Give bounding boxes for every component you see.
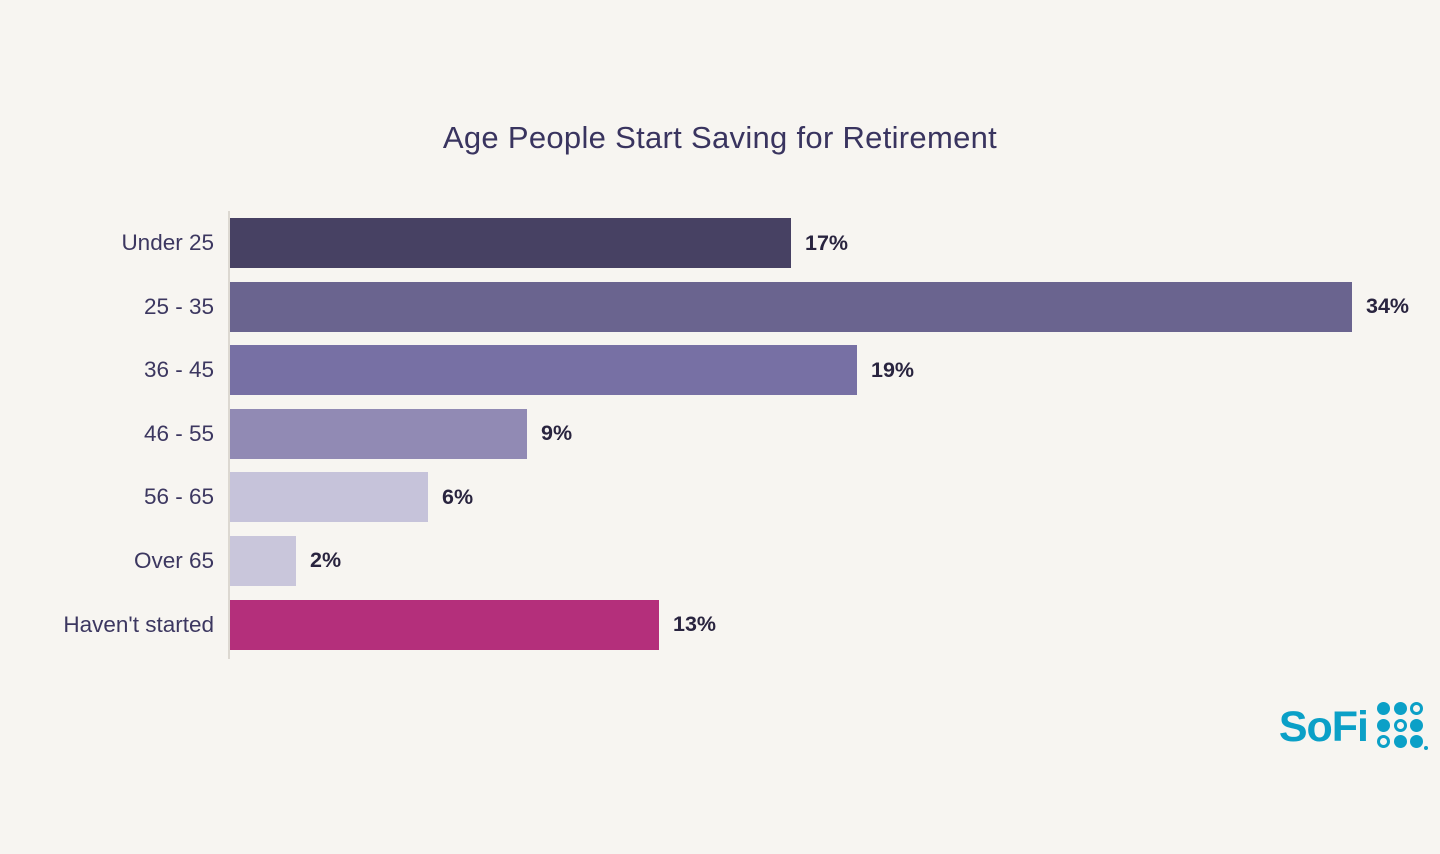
category-label: 46 - 55: [143, 420, 214, 446]
value-label: 34%: [1366, 294, 1410, 319]
chart-row: Over 65 2%: [0, 535, 1440, 586]
category-label: 25 - 35: [143, 293, 214, 319]
value-label: 2%: [310, 548, 342, 573]
sofi-grid-dot-filled: [1377, 702, 1390, 715]
sofi-grid-dot-outline: [1410, 702, 1423, 715]
y-axis-line: [228, 211, 230, 659]
bar-chart: Under 25 17% 25 - 35 34% 36 - 45 19% 46 - 55 9%…: [0, 218, 1440, 650]
sofi-dot-grid-dots: [1377, 702, 1423, 748]
category-label: 56 - 65: [143, 484, 214, 510]
category-label: Under 25: [121, 230, 214, 255]
category-label: Haven't started: [63, 611, 214, 637]
bar: [230, 281, 1352, 332]
chart-row: Under 25 17%: [0, 218, 1440, 268]
sofi-grid-dot-filled: [1410, 718, 1423, 732]
bar: [230, 599, 659, 650]
chart-row: 56 - 65 6%: [0, 472, 1440, 523]
value-label: 17%: [805, 230, 849, 255]
bar: [230, 408, 527, 459]
chart-row: 36 - 45 19%: [0, 345, 1440, 396]
bar: [230, 345, 857, 396]
bar: [230, 218, 791, 268]
value-label: 13%: [673, 612, 717, 637]
sofi-logo-text: SoFi: [1278, 703, 1369, 751]
sofi-grid-dot-filled: [1393, 735, 1407, 748]
value-label: 9%: [541, 421, 573, 446]
chart-title: Age People Start Saving for Retirement: [442, 120, 998, 155]
sofi-grid-dot-filled: [1377, 718, 1390, 732]
chart-row: 25 - 35 34%: [0, 281, 1440, 332]
chart-row: 46 - 55 9%: [0, 408, 1440, 459]
category-label: Over 65: [133, 547, 214, 573]
category-label: 36 - 45: [143, 357, 214, 383]
sofi-trademark-dot: [1424, 746, 1428, 750]
sofi-grid-dot-outline: [1377, 735, 1390, 748]
sofi-dot-grid: [1377, 702, 1428, 752]
chart-row: Haven't started 13%: [0, 599, 1440, 650]
bar: [230, 535, 296, 586]
sofi-grid-dot-outline: [1393, 718, 1407, 732]
bar: [230, 472, 428, 523]
sofi-grid-dot-filled: [1410, 735, 1423, 748]
sofi-logo: SoFi: [1278, 702, 1428, 752]
value-label: 6%: [442, 484, 474, 509]
value-label: 19%: [871, 357, 915, 382]
sofi-grid-dot-filled: [1393, 702, 1407, 715]
